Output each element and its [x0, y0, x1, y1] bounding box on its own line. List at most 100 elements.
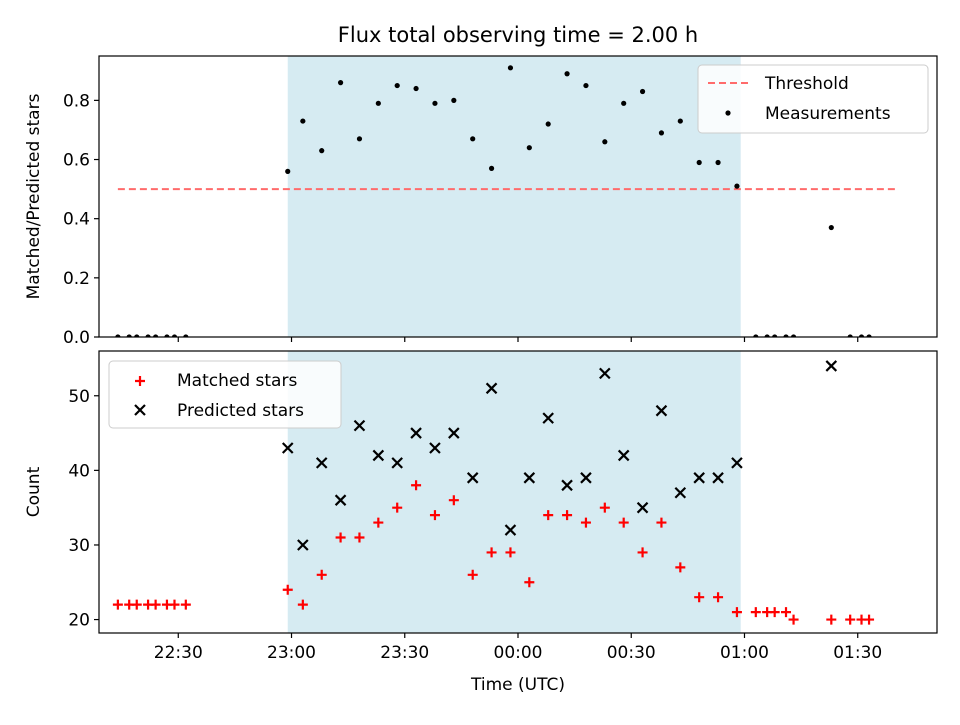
matched-stars-point: [675, 562, 686, 573]
measurement-point: [696, 159, 702, 166]
predicted-stars-point: [599, 367, 611, 380]
x-tick-label: 23:00: [267, 643, 316, 663]
measurement-point: [451, 97, 457, 103]
y-tick-label: 0.6: [63, 151, 90, 171]
predicted-stars-point: [731, 457, 743, 469]
measurement-point: [126, 334, 132, 337]
matched-stars-point: [618, 517, 629, 528]
measurement-point: [772, 334, 778, 337]
measurement-point: [300, 118, 306, 124]
y-tick-label: 40: [68, 461, 90, 481]
measurement-point: [526, 145, 532, 151]
observing-window-region: [287, 351, 741, 633]
matched-stars-point: [373, 517, 384, 528]
x-axis-label: Time (UTC): [470, 675, 565, 695]
measurement-point: [319, 148, 325, 154]
matched-stars-point: [580, 517, 591, 528]
measurement-point: [753, 334, 759, 337]
measurement-point: [432, 100, 438, 106]
measurement-point: [658, 130, 665, 136]
measurement-point: [545, 121, 551, 127]
x-tick-label: 00:00: [494, 643, 543, 663]
predicted-stars-point: [485, 382, 498, 395]
predicted-stars-point: [372, 449, 385, 462]
y-tick-label: 30: [68, 536, 90, 556]
matched-stars-point: [656, 517, 667, 528]
matched-stars-point: [769, 607, 780, 618]
data-marks: [115, 65, 896, 337]
y-tick-label: 0.4: [63, 210, 90, 230]
measurement-point: [134, 334, 140, 337]
predicted-stars-point: [334, 494, 347, 506]
measurement-point: [183, 334, 189, 337]
matched-stars-point: [411, 480, 422, 491]
matched-stars-point: [467, 569, 478, 580]
y-tick-label: 20: [68, 611, 90, 631]
measurement-point: [602, 139, 608, 145]
legend-box: [108, 360, 342, 429]
measurement-point: [470, 136, 476, 142]
matched-stars-point: [713, 592, 724, 603]
predicted-stars-point: [281, 442, 294, 454]
predicted-stars-point: [504, 524, 517, 536]
y-tick-label: 0.8: [63, 91, 90, 111]
y-tick-label: 0.0: [63, 328, 90, 348]
measurement-point: [356, 136, 363, 142]
panel-1: 0.0 0.2 0.4 0.6 0.8 Matched/Predicted stars Fl…: [24, 23, 938, 348]
matched-stars-point: [335, 532, 346, 543]
measurement-point: [847, 334, 853, 337]
predicted-stars-point: [297, 539, 309, 551]
matched-stars-point: [316, 569, 327, 580]
matched-stars-point: [180, 599, 191, 610]
measurement-point: [115, 334, 121, 337]
matched-stars-point: [788, 614, 799, 625]
measurement-point: [734, 183, 740, 189]
matched-stars-point: [543, 510, 554, 521]
measurement-point: [153, 334, 159, 337]
predicted-stars-point: [825, 360, 838, 372]
measurement-point: [783, 334, 789, 337]
legend-matched-swatch: [135, 376, 145, 386]
measurement-point: [583, 82, 589, 89]
y-axis-label: Count: [24, 466, 44, 517]
matched-stars-point: [448, 495, 459, 506]
matched-stars-point: [297, 599, 308, 610]
matched-stars-point: [131, 599, 142, 610]
predicted-stars-point: [636, 501, 649, 514]
legend-predicted-label: Predicted stars: [177, 401, 304, 421]
predicted-stars-point: [542, 412, 554, 424]
predicted-stars-point: [466, 472, 479, 484]
predicted-stars-point: [580, 472, 592, 484]
matched-stars-point: [637, 547, 648, 558]
chart-title: Flux total observing time = 2.00 h: [338, 23, 698, 47]
legend: Threshold Measurements: [697, 64, 929, 134]
x-tick-label: 01:00: [720, 643, 769, 663]
predicted-stars-point: [693, 472, 705, 484]
predicted-stars-point: [391, 457, 403, 469]
predicted-stars-point: [353, 419, 366, 432]
matched-stars-point: [826, 614, 837, 625]
measurement-point: [715, 159, 721, 166]
matched-stars-point: [429, 510, 440, 521]
predicted-stars-point: [429, 442, 441, 454]
legend-matched-label: Matched stars: [177, 371, 297, 391]
matched-stars-point: [562, 510, 573, 521]
measurement-point: [164, 334, 170, 337]
measurement-point: [764, 334, 770, 337]
matched-stars-point: [731, 607, 742, 618]
measurement-point: [507, 65, 514, 71]
matched-stars-point: [354, 532, 365, 543]
matched-stars-point: [392, 502, 403, 513]
predicted-stars-point: [561, 479, 573, 492]
measurement-point: [828, 224, 834, 231]
measurement-point: [858, 334, 865, 337]
x-tick-label: 23:30: [380, 643, 429, 663]
y-tick-label: 0.2: [63, 269, 90, 289]
measurement-point: [488, 165, 495, 171]
measurement-point: [375, 100, 381, 106]
matched-stars-point: [750, 607, 761, 618]
measurement-point: [564, 71, 570, 77]
matched-stars-point: [781, 607, 792, 618]
